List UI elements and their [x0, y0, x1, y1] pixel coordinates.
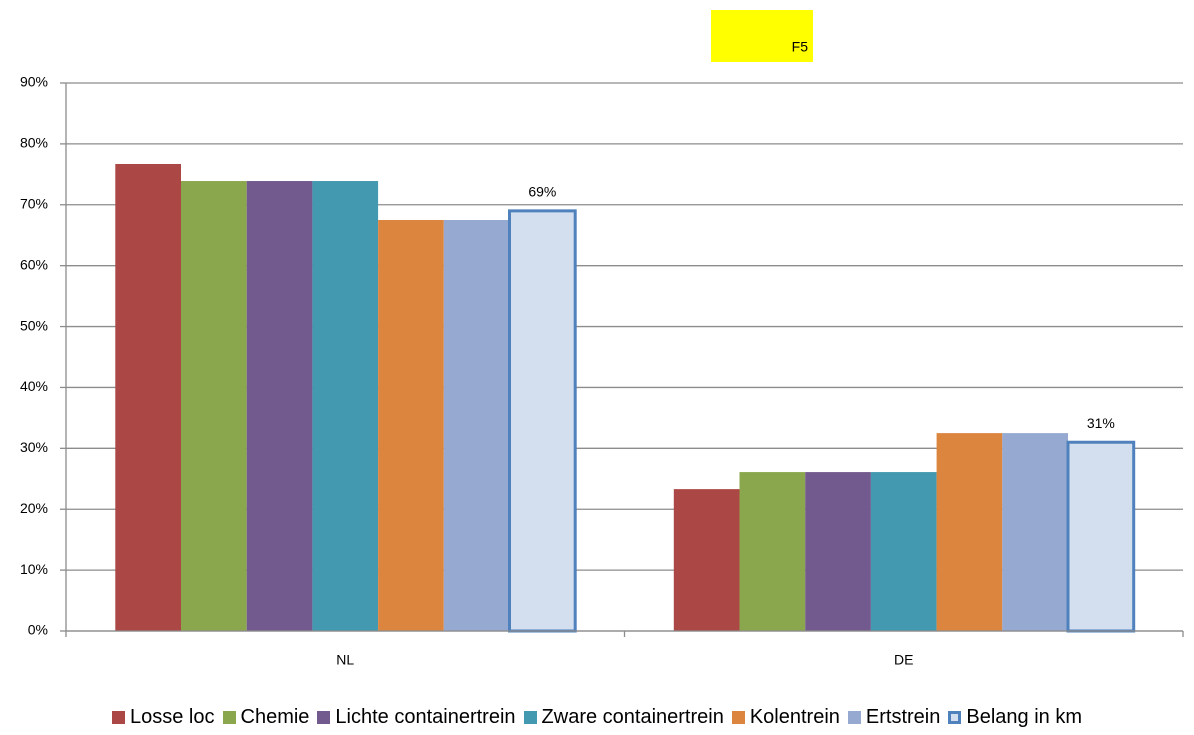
y-tick-label: 10% — [20, 561, 48, 577]
bar — [673, 489, 740, 631]
y-tick-label: 20% — [20, 500, 48, 516]
x-tick-label: DE — [894, 652, 913, 668]
legend-item: Chemie — [222, 706, 310, 729]
legend-swatch — [731, 711, 745, 724]
bar — [508, 209, 577, 633]
bar — [805, 472, 871, 631]
y-tick-label: 80% — [20, 135, 48, 151]
bar — [246, 181, 313, 631]
chart: F5 0% 10% 20% 30% 40% 50% 60% 70% 80% 90% NL 69% DE 3… — [20, 10, 1184, 668]
bar — [378, 220, 444, 631]
bar — [1066, 440, 1136, 633]
legend-label: Belang in km — [966, 706, 1082, 728]
data-label: 69% — [528, 184, 556, 200]
bar — [443, 220, 510, 631]
legend-label: Chemie — [240, 706, 310, 728]
legend-item: Kolentrein — [731, 706, 840, 729]
legend-item: Belang in km — [948, 706, 1082, 729]
legend-item: Ertstrein — [847, 706, 941, 729]
y-tick-label: 50% — [20, 317, 48, 333]
legend-label: Ertstrein — [865, 706, 941, 728]
y-tick-label: 60% — [20, 256, 48, 272]
data-label: 31% — [1087, 415, 1115, 431]
bar — [739, 472, 806, 631]
legend-label: Losse loc — [130, 706, 215, 728]
legend-label: Zware containertrein — [541, 706, 724, 728]
legend-swatch — [112, 711, 125, 724]
bar — [870, 472, 937, 631]
legend-swatch — [847, 711, 861, 724]
bar — [936, 433, 1003, 631]
y-tick-label: 40% — [20, 378, 48, 394]
annotation: F5 — [792, 39, 809, 55]
legend-label: Kolentrein — [749, 706, 840, 728]
x-tick-label: NL — [336, 652, 354, 668]
bar — [1002, 433, 1068, 631]
y-tick-label: 0% — [28, 622, 48, 638]
legend-swatch — [523, 711, 537, 724]
legend-swatch — [317, 711, 331, 724]
legend-item: Losse loc — [112, 706, 215, 729]
legend-item: Lichte containertrein — [317, 706, 516, 729]
bar — [181, 181, 247, 631]
legend-item: Zware containertrein — [523, 706, 724, 729]
legend-swatch — [222, 711, 236, 724]
legend-swatch — [948, 711, 962, 724]
legend-label: Lichte containertrein — [335, 706, 516, 728]
y-tick-label: 70% — [20, 195, 48, 211]
y-tick-label: 30% — [20, 439, 48, 455]
legend: Losse loc Chemie Lichte containertrein Zwar… — [0, 706, 1194, 729]
bar — [312, 181, 379, 631]
bar — [115, 163, 181, 631]
y-tick-label: 90% — [20, 74, 48, 90]
annotation-box — [711, 10, 813, 62]
